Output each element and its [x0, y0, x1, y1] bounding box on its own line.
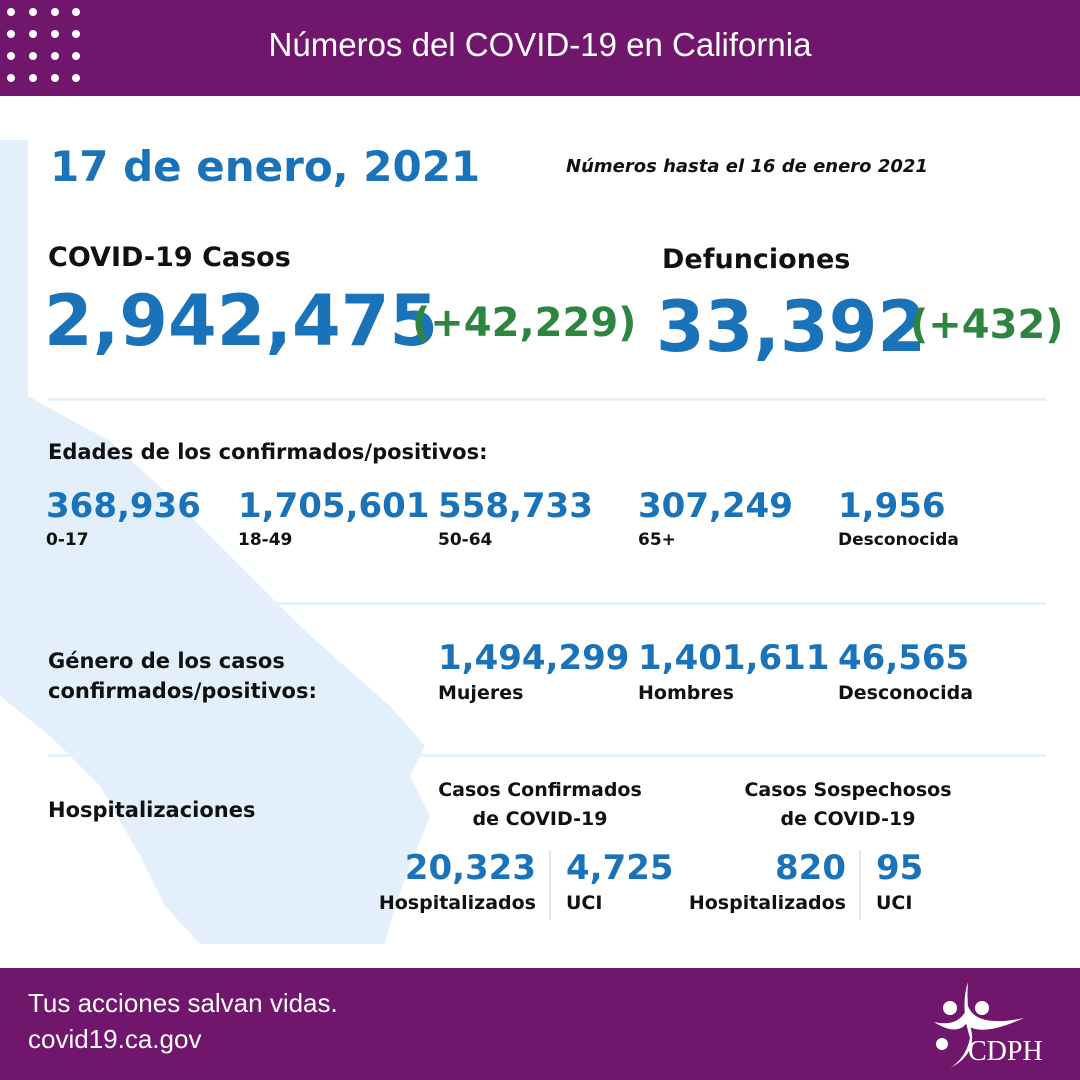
age-value: 368,936 [46, 486, 201, 526]
deaths-total: 33,392 [656, 286, 927, 368]
cdph-logo-icon [934, 982, 1024, 1068]
suspected-hosp-label: Hospitalizados [688, 892, 846, 914]
deaths-label: Defunciones [662, 244, 851, 275]
gender-value: 1,494,299 [438, 638, 630, 678]
cases-change: (+42,229) [412, 300, 637, 346]
confirmed-title: Casos Confirmados de COVID-19 [438, 779, 642, 830]
page-title: Números del COVID-19 en California [268, 26, 812, 63]
divider [48, 398, 1046, 401]
footer-bar: Tus acciones salvan vidas. covid19.ca.go… [0, 968, 1080, 1080]
divider [48, 602, 1046, 605]
cdph-logo-text: CDPH [968, 1036, 1043, 1067]
website-link[interactable]: covid19.ca.gov [28, 1024, 202, 1054]
age-label: Desconocida [838, 530, 959, 550]
age-label: 18-49 [238, 530, 293, 550]
age-value: 307,249 [638, 486, 793, 526]
age-value: 1,705,601 [238, 486, 430, 526]
age-value: 1,956 [838, 486, 946, 526]
gender-label-item: Mujeres [438, 682, 524, 704]
age-label: 65+ [638, 530, 676, 550]
age-label: 50-64 [438, 530, 493, 550]
california-map-background [0, 140, 430, 944]
gender-value: 46,565 [838, 638, 970, 678]
confirmed-hosp-value: 20,323 [404, 848, 536, 888]
divider [859, 850, 861, 920]
hosp-label: Hospitalizaciones [48, 798, 256, 822]
cdph-logo: CDPH [930, 978, 1060, 1070]
age-label: 0-17 [46, 530, 89, 550]
deaths-change: (+432) [910, 302, 1064, 348]
as-of-note: Números hasta el 16 de enero 2021 [566, 156, 928, 177]
divider [549, 850, 551, 920]
confirmed-icu-label: UCI [566, 892, 603, 914]
confirmed-icu-value: 4,725 [566, 848, 674, 888]
cases-label: COVID-19 Casos [48, 242, 291, 273]
suspected-icu-label: UCI [876, 892, 913, 914]
suspected-icu-value: 95 [876, 848, 924, 888]
gender-label: Género de los casos confirmados/positivos… [48, 649, 317, 703]
gender-label-item: Hombres [638, 682, 734, 704]
ages-label: Edades de los confirmados/positivos: [48, 440, 488, 464]
gender-value: 1,401,611 [638, 638, 830, 678]
confirmed-hosp-label: Hospitalizados [378, 892, 536, 914]
tagline: Tus acciones salvan vidas. [28, 988, 338, 1018]
suspected-title: Casos Sospechosos de COVID-19 [744, 779, 952, 830]
cases-total: 2,942,475 [44, 280, 439, 362]
age-value: 558,733 [438, 486, 593, 526]
gender-label-item: Desconocida [838, 682, 974, 704]
divider [48, 754, 1046, 757]
header-bar: Números del COVID-19 en California [0, 0, 1080, 96]
suspected-hosp-value: 820 [775, 848, 846, 888]
report-date: 17 de enero, 2021 [50, 142, 481, 191]
